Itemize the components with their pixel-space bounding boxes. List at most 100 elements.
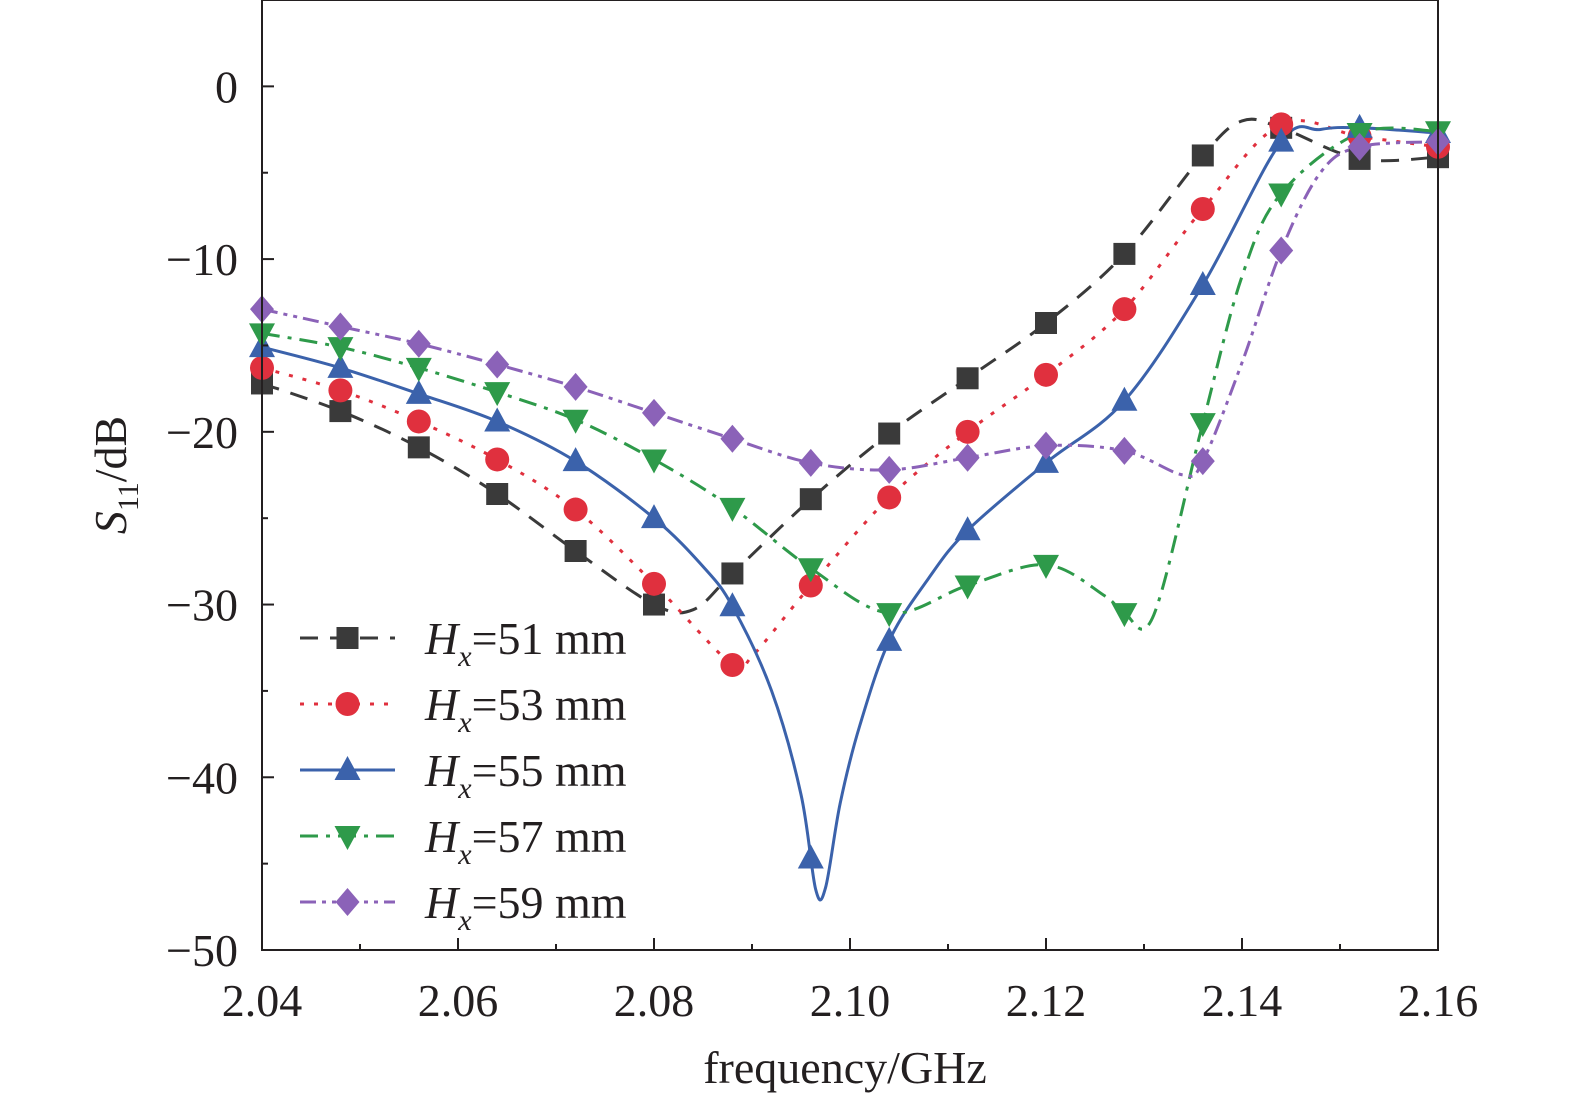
- data-point-1: [328, 378, 353, 403]
- y-axis-ticks: 0 −10 −20 −30 −40 −50: [166, 61, 274, 976]
- data-point-1: [955, 419, 980, 444]
- data-point-1: [877, 485, 902, 510]
- series-line-0: [262, 117, 1438, 615]
- data-point-2: [562, 447, 589, 472]
- series-line-1: [262, 119, 1438, 673]
- legend-label-main: H: [424, 745, 461, 796]
- data-point-4: [955, 443, 980, 472]
- data-point-3: [1033, 554, 1059, 579]
- legend-entry: Hx=55 mm: [300, 745, 627, 805]
- legend-marker: [334, 826, 361, 850]
- data-point-1: [406, 409, 431, 434]
- legend-label: Hx=55 mm: [424, 745, 627, 805]
- legend-label: Hx=51 mm: [424, 613, 627, 673]
- data-point-0: [1035, 312, 1057, 334]
- legend-label: Hx=59 mm: [424, 877, 627, 937]
- data-point-4: [1112, 436, 1137, 465]
- legend-marker: [334, 756, 361, 780]
- y-tick-label: −40: [166, 752, 238, 803]
- data-point-4: [642, 398, 666, 427]
- data-point-2: [1268, 127, 1295, 152]
- data-point-0: [721, 562, 744, 585]
- data-point-4: [1269, 236, 1294, 265]
- x-tick-label: 2.04: [222, 975, 303, 1026]
- data-point-0: [329, 400, 352, 423]
- x-tick-label: 2.16: [1398, 975, 1479, 1026]
- data-point-1: [485, 447, 510, 472]
- legend-marker: [336, 627, 359, 649]
- legend-label-value: =53 mm: [472, 679, 627, 730]
- legend-label-sub: x: [457, 640, 472, 673]
- data-point-3: [405, 357, 432, 382]
- legend-marker: [335, 692, 360, 716]
- y-tick-label: −10: [166, 234, 238, 285]
- data-point-4: [328, 312, 353, 341]
- data-point-2: [641, 504, 667, 529]
- y-axis-label-sub: 11: [112, 482, 145, 511]
- legend-marker: [335, 888, 360, 916]
- y-tick-label: −50: [166, 925, 238, 976]
- data-point-3: [562, 409, 589, 434]
- data-point-1: [1034, 362, 1058, 387]
- data-point-2: [484, 407, 511, 432]
- data-point-0: [799, 488, 822, 511]
- data-point-0: [643, 593, 665, 616]
- x-tick-label: 2.08: [614, 975, 695, 1026]
- data-point-4: [877, 455, 902, 484]
- data-point-0: [878, 422, 901, 445]
- x-tick-label: 2.12: [1006, 975, 1087, 1026]
- data-point-0: [564, 540, 587, 562]
- legend-entry: Hx=51 mm: [300, 613, 627, 673]
- legend-label-value: =55 mm: [472, 745, 627, 796]
- legend-entry: Hx=53 mm: [300, 679, 627, 739]
- data-point-2: [797, 844, 824, 869]
- legend-label-main: H: [424, 811, 461, 862]
- data-point-4: [720, 424, 745, 453]
- legend-label-sub: x: [457, 904, 472, 937]
- legend-label-main: H: [424, 613, 461, 664]
- data-point-0: [1191, 144, 1214, 167]
- data-point-3: [876, 603, 903, 628]
- data-point-1: [1190, 197, 1215, 221]
- series-line-3: [262, 126, 1438, 631]
- y-tick-label: −30: [166, 580, 238, 631]
- data-point-4: [406, 329, 431, 358]
- data-point-3: [641, 449, 667, 474]
- y-axis-label: S11/dB: [85, 416, 145, 534]
- data-point-4: [1190, 447, 1215, 476]
- data-point-3: [1111, 603, 1138, 628]
- y-tick-label: −20: [166, 407, 238, 458]
- data-point-2: [1111, 386, 1138, 411]
- y-axis-label-suffix: /dB: [85, 416, 136, 482]
- data-point-4: [485, 350, 510, 379]
- data-point-1: [642, 571, 666, 596]
- data-point-2: [327, 353, 354, 378]
- data-point-0: [1113, 242, 1136, 265]
- data-point-1: [1269, 112, 1294, 137]
- data-point-3: [797, 558, 824, 583]
- legend-entry: Hx=59 mm: [300, 877, 627, 937]
- data-point-0: [956, 367, 979, 390]
- data-point-2: [876, 626, 903, 651]
- legend-label: Hx=57 mm: [424, 811, 627, 871]
- data-point-1: [1112, 297, 1137, 322]
- legend-label-sub: x: [457, 772, 472, 805]
- data-point-3: [1189, 413, 1216, 438]
- data-point-3: [954, 575, 981, 600]
- data-point-1: [563, 497, 588, 522]
- data-point-2: [1189, 271, 1216, 295]
- legend-label-value: =57 mm: [472, 811, 627, 862]
- data-point-3: [1268, 183, 1295, 208]
- data-point-4: [563, 372, 588, 401]
- legend-label-main: H: [424, 877, 461, 928]
- legend-label: Hx=53 mm: [424, 679, 627, 739]
- legend-label-sub: x: [457, 706, 472, 739]
- axes: [261, 0, 1439, 951]
- data-point-2: [1033, 448, 1059, 473]
- data-point-2: [405, 379, 432, 404]
- data-point-0: [407, 436, 430, 459]
- data-point-4: [1034, 431, 1058, 460]
- data-point-4: [798, 448, 823, 477]
- legend-label-main: H: [424, 679, 461, 730]
